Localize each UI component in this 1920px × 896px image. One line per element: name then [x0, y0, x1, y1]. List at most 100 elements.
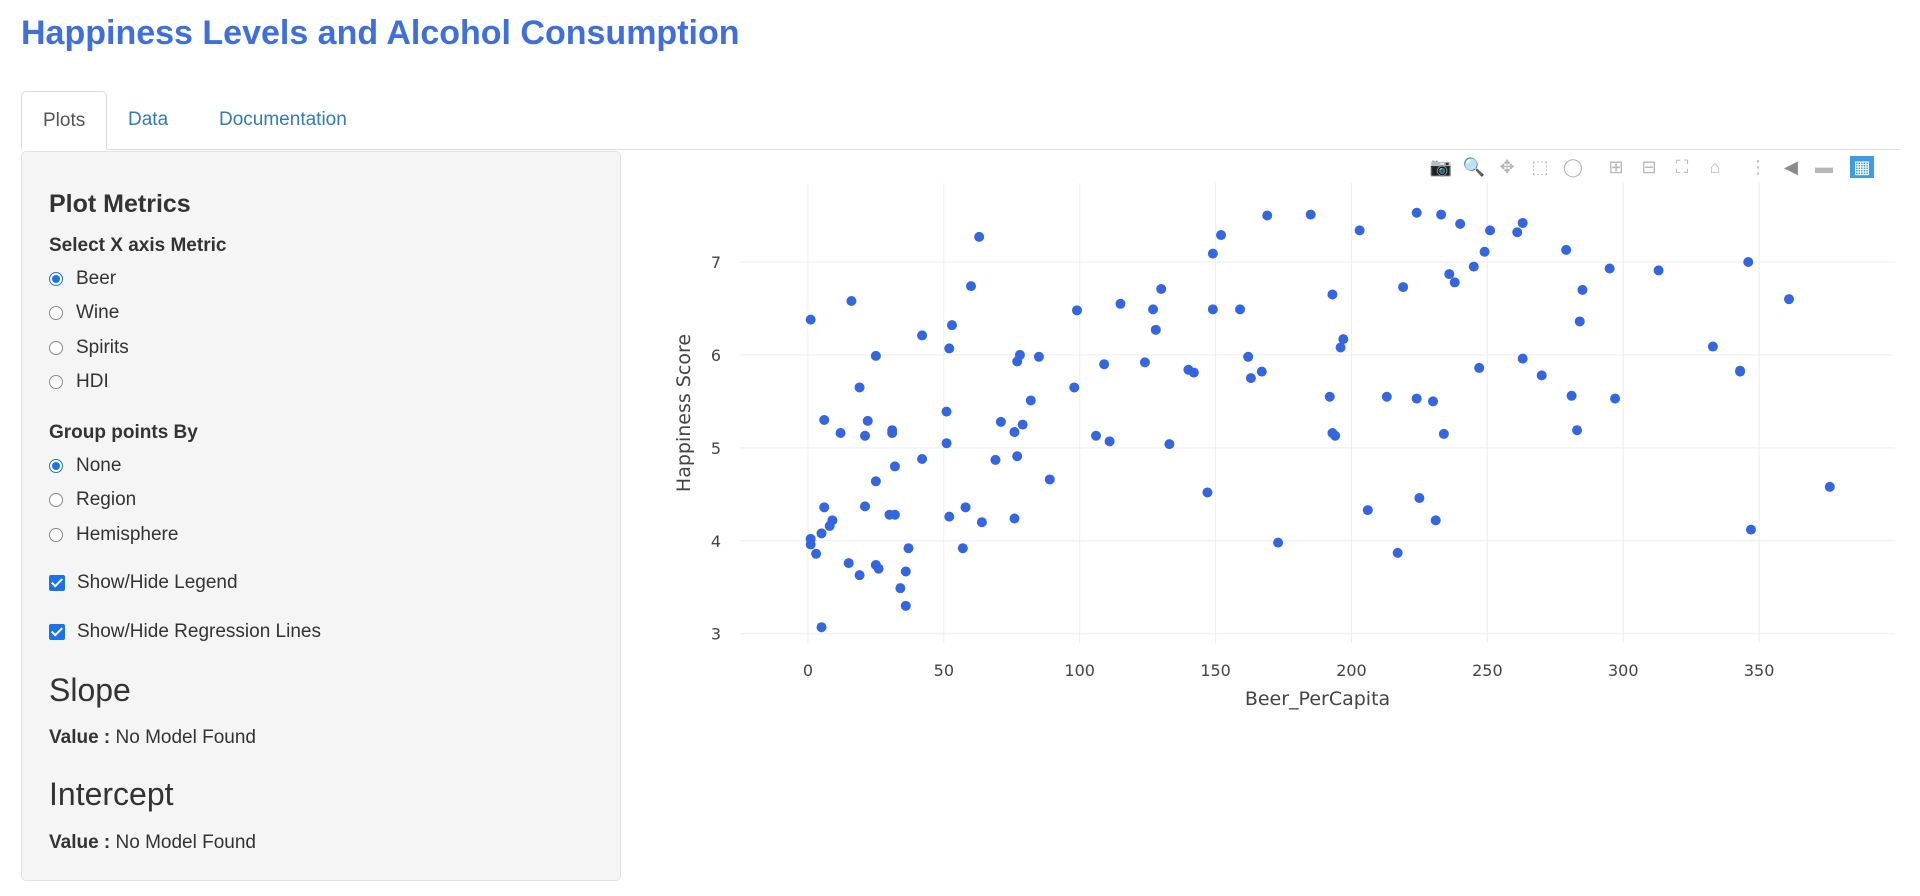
scatter-point — [1017, 419, 1028, 430]
box-select-icon[interactable]: ⬚ — [1531, 157, 1549, 177]
radio-option-none[interactable]: None — [49, 453, 121, 479]
radio-option-beer[interactable]: Beer — [49, 266, 116, 292]
scatter-point — [1824, 481, 1835, 492]
scatter-point — [1428, 396, 1438, 407]
scatter-point — [854, 570, 865, 581]
scatter-point — [805, 539, 816, 550]
scatter-point — [811, 548, 822, 559]
hover-compare-icon[interactable]: ▬ — [1815, 157, 1833, 177]
y-tick-label: 6 — [711, 346, 721, 365]
scatter-point — [1235, 304, 1246, 315]
scatter-point — [1262, 210, 1273, 221]
scatter-point — [1091, 430, 1102, 441]
radio-option-wine[interactable]: Wine — [49, 300, 119, 326]
scatter-point — [1561, 244, 1572, 255]
legend-checkbox[interactable] — [49, 575, 65, 591]
regression-checkbox[interactable] — [49, 624, 65, 640]
tab-plots[interactable]: Plots — [21, 91, 108, 150]
radio-button[interactable] — [49, 493, 63, 507]
plot-modebar: 📷 🔍 ✥ ⬚ ◯ ⊞ ⊟ ⛶ ⌂ ⋮ ◀ ▬ ▦ — [1430, 154, 1885, 180]
scatter-point — [1362, 505, 1373, 516]
scatter-point — [903, 543, 914, 554]
zoom-out-icon[interactable]: ⊟ — [1641, 157, 1657, 177]
scatter-point — [941, 406, 952, 417]
x-tick-label: 300 — [1608, 661, 1639, 680]
legend-toggle[interactable]: Show/Hide Legend — [49, 570, 238, 596]
radio-option-hemisphere[interactable]: Hemisphere — [49, 522, 178, 548]
radio-label: Spirits — [76, 337, 129, 358]
scatter-point — [1327, 289, 1338, 300]
radio-button[interactable] — [49, 306, 63, 320]
scatter-point — [1202, 487, 1213, 498]
scatter-point — [1743, 256, 1754, 267]
scatter-point — [1273, 537, 1284, 548]
tab-data[interactable]: Data — [128, 109, 169, 130]
radio-option-spirits[interactable]: Spirits — [49, 335, 129, 361]
zoom-icon[interactable]: 🔍 — [1462, 157, 1486, 177]
autoscale-icon[interactable]: ⛶ — [1675, 157, 1689, 177]
group-by-label: Group points By — [49, 422, 198, 443]
scatter-point — [1009, 513, 1020, 524]
radio-button-checked[interactable] — [49, 459, 63, 473]
radio-button[interactable] — [49, 341, 63, 355]
scatter-point — [1104, 436, 1115, 447]
scatter-point — [1707, 341, 1718, 352]
scatter-point — [1335, 342, 1346, 353]
scatter-point — [1164, 439, 1175, 450]
page-title: Happiness Levels and Alcohol Consumption — [21, 14, 740, 52]
pan-icon[interactable]: ✥ — [1499, 157, 1515, 177]
y-tick-label: 7 — [711, 253, 721, 272]
scatter-point — [966, 281, 976, 292]
scatter-plot-svg: 0 50 100 150 200 250 300 350 3 4 5 6 7 Beer_PerCapita… — [673, 183, 1895, 710]
scatter-point — [1012, 451, 1023, 462]
zoom-in-icon[interactable]: ⊞ — [1608, 157, 1624, 177]
scatter-point — [1354, 225, 1365, 236]
scatter-point — [1604, 263, 1615, 274]
scatter-point — [1398, 282, 1409, 293]
tab-bar: Plots Data Documentation — [21, 91, 1899, 150]
radio-button-checked[interactable] — [49, 272, 63, 286]
scatter-point — [870, 476, 881, 487]
checkbox-label: Show/Hide Regression Lines — [77, 621, 321, 642]
scatter-point — [816, 528, 827, 539]
plotly-logo-icon[interactable]: ▦ — [1850, 156, 1874, 178]
scatter-point — [1033, 351, 1044, 362]
scatter-point — [819, 414, 830, 425]
tab-documentation[interactable]: Documentation — [219, 109, 347, 130]
radio-option-region[interactable]: Region — [49, 487, 136, 513]
spike-lines-icon[interactable]: ⋮ — [1749, 157, 1767, 177]
radio-button[interactable] — [49, 528, 63, 542]
lasso-select-icon[interactable]: ◯ — [1562, 157, 1584, 177]
x-tick-label: 0 — [803, 661, 813, 680]
scatter-point — [1245, 373, 1256, 384]
reset-axes-icon[interactable]: ⌂ — [1709, 157, 1721, 177]
scatter-point — [1512, 227, 1523, 238]
hover-closest-icon[interactable]: ◀ — [1784, 157, 1798, 177]
scatter-point — [976, 517, 987, 528]
scatter-point — [1148, 304, 1159, 315]
scatter-point — [900, 566, 911, 577]
scatter-point — [1139, 357, 1150, 368]
regression-toggle[interactable]: Show/Hide Regression Lines — [49, 619, 321, 645]
scatter-plot[interactable]: 0 50 100 150 200 250 300 350 3 4 5 6 7 Beer_PerCapita… — [640, 151, 1910, 711]
scatter-point — [835, 427, 846, 438]
scatter-point — [1455, 218, 1466, 229]
radio-option-hdi[interactable]: HDI — [49, 369, 109, 395]
scatter-point — [1411, 393, 1422, 404]
scatter-point — [1188, 367, 1199, 378]
scatter-point — [1156, 283, 1167, 294]
scatter-point — [1610, 393, 1621, 404]
scatter-point — [1044, 474, 1055, 485]
scatter-point — [1256, 366, 1267, 377]
intercept-value: Value : No Model Found — [49, 832, 256, 854]
camera-icon[interactable]: 📷 — [1429, 157, 1453, 177]
scatter-point — [1243, 351, 1254, 362]
scatter-point — [1479, 246, 1490, 257]
intercept-value-text: No Model Found — [115, 832, 256, 853]
x-metric-label: Select X axis Metric — [49, 235, 227, 256]
scatter-point — [1572, 425, 1583, 436]
slope-heading: Slope — [49, 672, 131, 708]
scatter-point — [889, 509, 900, 520]
scatter-point — [1414, 493, 1425, 504]
radio-button[interactable] — [49, 375, 63, 389]
